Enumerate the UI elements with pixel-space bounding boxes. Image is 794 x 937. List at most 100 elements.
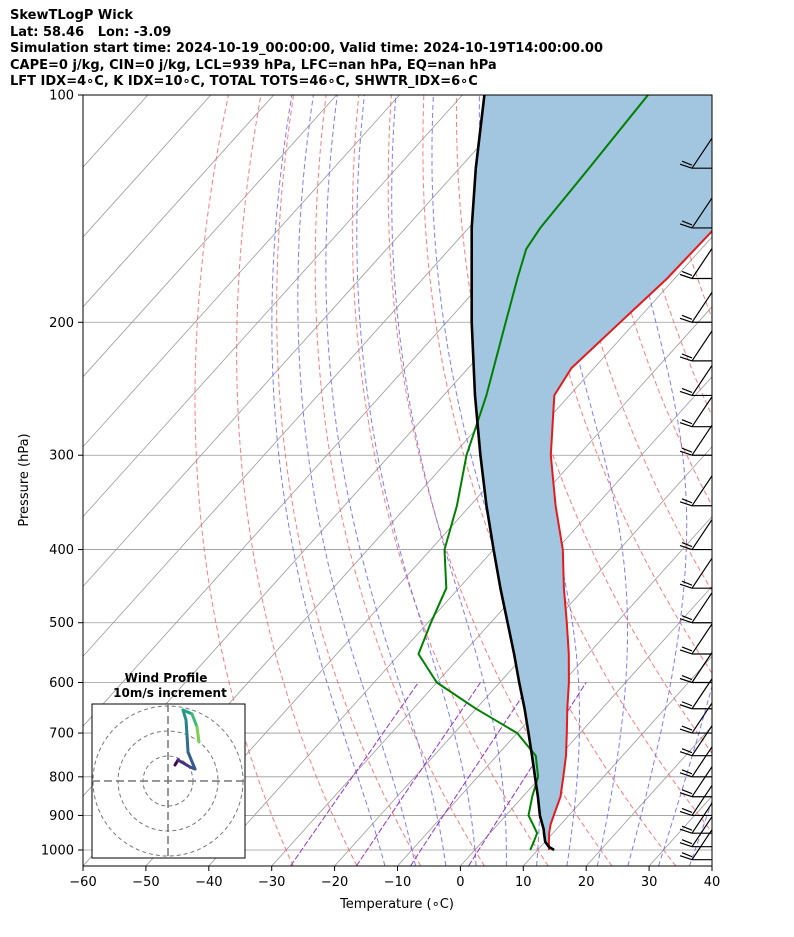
wind-barb-flag xyxy=(691,365,713,396)
wind-barb-feather xyxy=(681,419,693,425)
x-tick-label: 10 xyxy=(515,875,532,890)
wind-barb-flag xyxy=(691,248,713,279)
dry-adiabat-line xyxy=(750,95,794,866)
wind-barb-feather xyxy=(681,387,693,394)
x-tick-label: −30 xyxy=(258,875,285,890)
wind-barb-feather xyxy=(679,583,693,589)
moist-adiabat-line xyxy=(688,799,712,866)
x-tick-label: 30 xyxy=(641,875,658,890)
y-tick-label: 400 xyxy=(49,543,74,558)
moist-adiabat-line xyxy=(611,95,688,866)
wind-barb xyxy=(679,829,713,861)
wind-barb xyxy=(679,330,713,362)
wind-barb-feather xyxy=(679,842,693,848)
x-tick-label: 40 xyxy=(704,875,721,890)
hodograph-subtitle: 10m/s increment xyxy=(113,686,227,700)
wind-barb xyxy=(679,396,713,428)
wind-barb-flag xyxy=(691,197,713,229)
wind-barb-feather xyxy=(681,353,693,359)
wind-barb-flag xyxy=(691,746,713,778)
wind-barb xyxy=(679,678,713,710)
wind-barb-feather xyxy=(679,677,693,684)
hodograph-title: Wind Profile xyxy=(125,671,208,685)
wind-barb xyxy=(679,816,713,848)
wind-barb-flag xyxy=(691,725,713,757)
wind-barb-feather xyxy=(679,855,693,861)
wind-barb-flag xyxy=(691,785,713,816)
isotherm-line xyxy=(460,585,712,866)
moist-adiabat-line xyxy=(271,95,386,866)
hodograph-segment xyxy=(195,725,201,744)
isotherm-line xyxy=(775,95,794,866)
wind-barb xyxy=(679,424,713,456)
wind-barb-feather xyxy=(681,314,693,320)
wind-barb-flag xyxy=(691,557,713,589)
moist-adiabat-line xyxy=(658,95,712,866)
wind-barb-flag xyxy=(691,475,713,507)
wind-barb-feather xyxy=(681,646,693,652)
wind-barb-feather xyxy=(681,674,693,681)
y-tick-label: 600 xyxy=(49,676,74,691)
wind-barb xyxy=(679,652,713,684)
dry-adiabat-line xyxy=(314,95,485,866)
wind-barb-feather xyxy=(681,270,693,277)
wind-barb xyxy=(679,766,713,798)
isotherm-line xyxy=(83,95,274,308)
hodograph-segment xyxy=(190,712,199,729)
wind-barb-feather xyxy=(681,725,693,731)
wind-barb-feather xyxy=(679,772,693,778)
parcel-line-group xyxy=(470,95,555,852)
wind-barb xyxy=(679,475,713,507)
dry-adiabat-line xyxy=(194,95,294,866)
dry-adiabat-line xyxy=(351,95,549,866)
chart-title: SkewTLogP Wick xyxy=(10,8,134,23)
wind-barb-feather xyxy=(681,447,693,453)
wind-barb-flag xyxy=(691,330,713,362)
isotherm-line xyxy=(83,95,526,588)
wind-barb-flag xyxy=(691,592,713,624)
isotherm-line xyxy=(83,95,463,518)
wind-barb-flag xyxy=(691,652,713,683)
hodograph-segment xyxy=(184,718,189,737)
wind-barb xyxy=(679,519,713,551)
wind-barb xyxy=(679,702,713,734)
mixing-ratio-line xyxy=(355,682,481,866)
y-tick-label: 200 xyxy=(49,316,74,331)
wind-barb-feather xyxy=(679,317,693,323)
y-tick-label: 800 xyxy=(49,770,74,785)
moist-adiabat-line xyxy=(356,95,477,866)
hodograph-segment xyxy=(181,708,194,716)
wind-barb xyxy=(679,746,713,778)
isotherm-line xyxy=(711,865,712,866)
wind-barb xyxy=(679,137,713,169)
wind-barb-flag xyxy=(691,766,713,798)
mixing-ratio-line xyxy=(409,682,532,866)
mixing-ratio-line xyxy=(290,682,419,866)
moist-adiabat-line xyxy=(325,95,447,866)
isotherm-line xyxy=(585,725,712,866)
wind-barb-feather xyxy=(679,501,693,507)
cape-line: CAPE=0 j/kg, CIN=0 j/kg, LCL=939 hPa, LF… xyxy=(10,57,497,73)
wind-barb-feather xyxy=(679,751,693,757)
wind-barb xyxy=(679,785,713,817)
wind-barb-flag xyxy=(691,816,713,848)
wind-barb xyxy=(679,197,713,229)
x-axis-label: Temperature (∘C) xyxy=(339,897,454,912)
wind-barb xyxy=(679,365,713,397)
x-tick-label: −10 xyxy=(384,875,411,890)
wind-barb-flag xyxy=(691,702,713,734)
wind-barb-flag xyxy=(691,623,713,655)
cape-shading xyxy=(471,95,712,850)
isotherm-line xyxy=(334,446,712,866)
wind-barb xyxy=(679,725,713,757)
hodograph-segment xyxy=(185,733,190,754)
hodograph-segment xyxy=(186,750,197,771)
wind-barb-flag xyxy=(691,678,713,710)
isotherm-line xyxy=(208,306,712,866)
dry-adiabat-line xyxy=(236,95,358,866)
wind-barb-feather xyxy=(679,704,693,710)
wind-barb-feather xyxy=(679,810,693,817)
x-tick-label: 20 xyxy=(578,875,595,890)
moist-adiabat-line xyxy=(297,95,416,866)
isotherm-line xyxy=(271,376,712,866)
